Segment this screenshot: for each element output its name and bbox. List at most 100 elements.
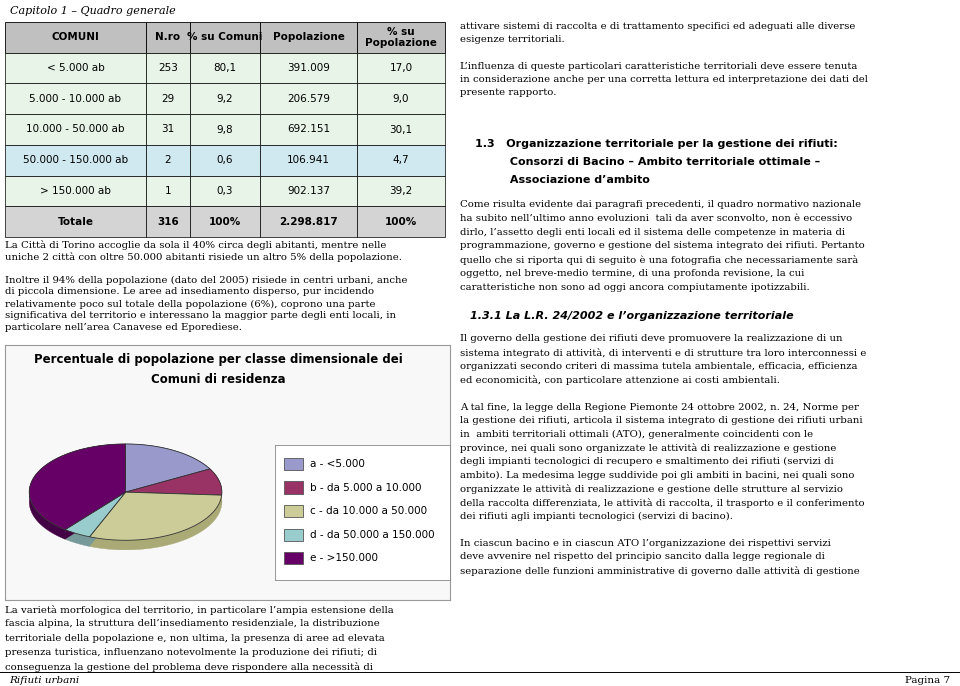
Text: 0,6: 0,6 [217,155,233,165]
Text: A tal fine, la legge della Regione Piemonte 24 ottobre 2002, n. 24, Norme per: A tal fine, la legge della Regione Piemo… [460,403,859,412]
Text: sistema integrato di attività, di interventi e di strutture tra loro interconnes: sistema integrato di attività, di interv… [460,348,866,358]
Text: In ciascun bacino e in ciascun ATO l’organizzazione dei rispettivi servizi: In ciascun bacino e in ciascun ATO l’org… [460,539,830,547]
Bar [357,176,445,206]
Text: la gestione dei rifiuti, articola il sistema integrato di gestione dei rifiuti u: la gestione dei rifiuti, articola il sis… [460,416,863,425]
Text: 50.000 - 150.000 ab: 50.000 - 150.000 ab [23,155,128,165]
Text: 316: 316 [156,217,179,226]
Text: 9,8: 9,8 [217,124,233,134]
Text: Totale: Totale [58,217,93,226]
Text: fascia alpina, la struttura dell’insediamento residenziale, la distribuzione: fascia alpina, la struttura dell’insedia… [5,619,380,628]
Text: della raccolta differenziata, le attività di raccolta, il trasporto e il conferi: della raccolta differenziata, le attivit… [460,498,865,508]
Polygon shape [89,495,222,550]
Text: separazione delle funzioni amministrative di governo dalle attività di gestione: separazione delle funzioni amministrativ… [460,566,860,576]
Polygon shape [65,530,89,547]
Bar [190,84,260,114]
Text: 100%: 100% [209,217,241,226]
Bar [146,22,190,53]
Bar [190,114,260,145]
Text: significativa del territorio e interessano la maggior parte degli enti locali, i: significativa del territorio e interessa… [5,311,396,320]
Bar [357,114,445,145]
Text: a - <5.000: a - <5.000 [310,459,365,469]
Text: ha subito nell’ultimo anno evoluzioni  tali da aver sconvolto, non è eccessivo: ha subito nell’ultimo anno evoluzioni ta… [460,214,852,223]
Text: deve avvenire nel rispetto del principio sancito dalla legge regionale di: deve avvenire nel rispetto del principio… [460,552,825,561]
Bar [146,84,190,114]
Text: territoriale della popolazione e, non ultima, la presenza di aree ad elevata: territoriale della popolazione e, non ul… [5,634,385,643]
Text: > 150.000 ab: > 150.000 ab [40,186,110,196]
Text: La Città di Torino accoglie da sola il 40% circa degli abitanti, mentre nelle: La Città di Torino accoglie da sola il 4… [5,240,386,250]
Text: 902.137: 902.137 [287,186,330,196]
Polygon shape [89,492,126,547]
Bar [146,114,190,145]
Polygon shape [89,492,126,547]
Bar [357,84,445,114]
Bar [190,53,260,84]
Text: 80,1: 80,1 [213,63,236,73]
Text: % su
Popolazione: % su Popolazione [365,27,437,48]
Bar [357,22,445,53]
Text: e - >150.000: e - >150.000 [310,554,378,563]
Text: 692.151: 692.151 [287,124,330,134]
Bar [260,176,357,206]
Text: Consorzi di Bacino – Ambito territoriale ottimale –: Consorzi di Bacino – Ambito territoriale… [475,157,820,167]
Polygon shape [210,469,222,505]
Text: esigenze territoriali.: esigenze territoriali. [460,35,564,44]
Polygon shape [126,444,210,492]
Polygon shape [29,444,126,530]
Bar [5,114,146,145]
Polygon shape [126,492,222,505]
Polygon shape [126,444,210,479]
Text: 10.000 - 50.000 ab: 10.000 - 50.000 ab [26,124,125,134]
Bar [260,53,357,84]
Text: conseguenza la gestione del problema deve rispondere alla necessità di: conseguenza la gestione del problema dev… [5,662,373,672]
Text: c - da 10.000 a 50.000: c - da 10.000 a 50.000 [310,506,427,516]
Text: 9,0: 9,0 [393,94,409,104]
Bar [260,206,357,237]
Text: relativamente poco sul totale della popolazione (6%), coprono una parte: relativamente poco sul totale della popo… [5,299,375,309]
Text: 253: 253 [157,63,178,73]
Text: organizzate le attività di realizzazione e gestione delle strutture al servizio: organizzate le attività di realizzazione… [460,484,843,494]
Bar [146,53,190,84]
Text: 29: 29 [161,94,175,104]
Text: 0,3: 0,3 [217,186,233,196]
Bar [260,145,357,176]
Bar [260,22,357,53]
Text: Rifiuti urbani: Rifiuti urbani [10,676,80,685]
Bar [284,529,303,541]
Bar [190,22,260,53]
Text: province, nei quali sono organizzate le attività di realizzazione e gestione: province, nei quali sono organizzate le … [460,443,836,453]
Bar [284,552,303,565]
Text: Capitolo 1 – Quadro generale: Capitolo 1 – Quadro generale [10,5,176,16]
Polygon shape [126,469,222,495]
Text: particolare nell’area Canavese ed Eporediese.: particolare nell’area Canavese ed Epored… [5,323,242,332]
Text: La varietà morfologica del territorio, in particolare l’ampia estensione della: La varietà morfologica del territorio, i… [5,605,394,615]
Text: L’influenza di queste particolari caratteristiche territoriali deve essere tenut: L’influenza di queste particolari caratt… [460,62,857,71]
Text: 206.579: 206.579 [287,94,330,104]
Bar [5,206,146,237]
Polygon shape [126,469,210,501]
Text: organizzati secondo criteri di massima tutela ambientale, efficacia, efficienza: organizzati secondo criteri di massima t… [460,362,857,370]
Text: Popolazione: Popolazione [273,32,345,43]
Polygon shape [29,444,126,539]
Text: 30,1: 30,1 [390,124,413,134]
Bar [357,145,445,176]
Bar [284,505,303,517]
Text: quello che si riporta qui di seguito è una fotografia che necessariamente sarà: quello che si riporta qui di seguito è u… [460,255,858,265]
Bar [284,482,303,494]
Text: 4,7: 4,7 [393,155,409,165]
Bar [357,53,445,84]
Text: 2: 2 [164,155,171,165]
Text: presente rapporto.: presente rapporto. [460,88,557,97]
Text: Come risulta evidente dai paragrafi precedenti, il quadro normativo nazionale: Come risulta evidente dai paragrafi prec… [460,200,861,209]
Polygon shape [65,492,126,536]
Text: 9,2: 9,2 [217,94,233,104]
Text: programmazione, governo e gestione del sistema integrato dei rifiuti. Pertanto: programmazione, governo e gestione del s… [460,241,865,250]
Text: Associazione d’ambito: Associazione d’ambito [475,175,650,185]
Polygon shape [126,492,222,505]
Text: 106.941: 106.941 [287,155,330,165]
Text: di piccola dimensione. Le aree ad insediamento disperso, pur incidendo: di piccola dimensione. Le aree ad insedi… [5,287,374,296]
Text: 31: 31 [161,124,175,134]
Text: % su Comuni: % su Comuni [187,32,263,43]
Text: 2.298.817: 2.298.817 [279,217,338,226]
Bar [146,145,190,176]
Text: presenza turistica, influenzano notevolmente la produzione dei rifiuti; di: presenza turistica, influenzano notevolm… [5,648,377,657]
